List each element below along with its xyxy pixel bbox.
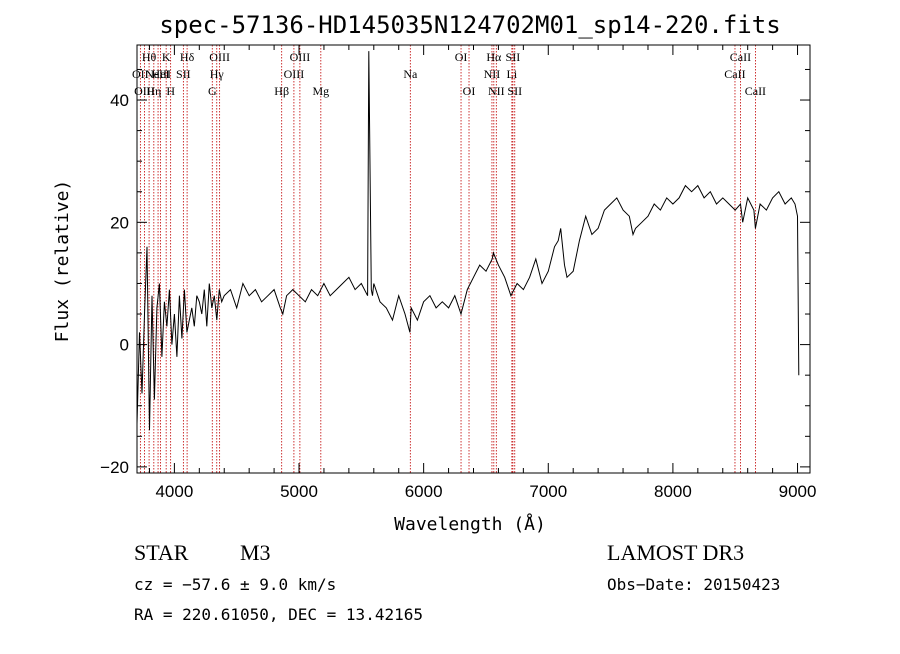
axis-ticks xyxy=(137,45,810,473)
emission-line-label: Hθ xyxy=(142,50,157,64)
emission-line-label: SII xyxy=(506,50,521,64)
emission-line-label: OI xyxy=(463,84,476,98)
emission-line-label: Hγ xyxy=(210,67,225,81)
redshift-velocity: cz = −57.6 ± 9.0 km/s xyxy=(134,575,336,594)
y-tick-label: −20 xyxy=(100,458,129,477)
x-tick-label: 4000 xyxy=(155,482,193,501)
emission-line-label: CaII xyxy=(724,67,745,81)
emission-line-label: H xyxy=(166,84,175,98)
emission-line-label: HeI xyxy=(152,67,170,81)
emission-line-label: OIII xyxy=(284,67,305,81)
x-tick-label: 7000 xyxy=(529,482,567,501)
observation-date: Obs−Date: 20150423 xyxy=(607,575,780,594)
emission-line-label: SII xyxy=(507,84,522,98)
y-tick-label: 40 xyxy=(110,91,129,110)
emission-line-label: Hα xyxy=(486,50,502,64)
axis-tick-labels: 4000 5000 6000 7000 8000 9000 −20 0 20 40 xyxy=(100,91,816,501)
emission-line-label: OIII xyxy=(134,84,155,98)
object-type: STAR xyxy=(134,540,189,565)
x-tick-label: 8000 xyxy=(654,482,692,501)
emission-line-label: SII xyxy=(176,67,191,81)
x-tick-label: 6000 xyxy=(405,482,443,501)
sky-coordinates: RA = 220.61050, DEC = 13.42165 xyxy=(134,605,423,624)
chart-title: spec-57136-HD145035N124702M01_sp14-220.f… xyxy=(159,11,780,39)
emission-line-label: CaII xyxy=(730,50,751,64)
x-tick-label: 9000 xyxy=(779,482,817,501)
emission-line-labels: OIIOIIIHθHηNeIIIHeIKHSIIHδGHγOIIIHβOIIIO… xyxy=(132,50,766,98)
emission-line-label: OIII xyxy=(290,50,311,64)
emission-line-label: NII xyxy=(484,67,501,81)
y-tick-label: 0 xyxy=(120,336,129,355)
x-axis-label: Wavelength (Å) xyxy=(394,513,546,535)
emission-line-label: Hη xyxy=(146,84,161,98)
emission-line-label: Hδ xyxy=(180,50,195,64)
emission-line-label: OIII xyxy=(209,50,230,64)
y-tick-label: 20 xyxy=(110,213,129,232)
x-tick-label: 5000 xyxy=(280,482,318,501)
y-axis-label: Flux (relative) xyxy=(52,180,73,343)
spectrum-line xyxy=(136,51,800,431)
emission-line-label: CaII xyxy=(745,84,766,98)
emission-line-label: Hβ xyxy=(274,84,289,98)
emission-line-markers xyxy=(139,45,756,473)
emission-line-label: NeIII xyxy=(145,67,171,81)
emission-line-label: G xyxy=(208,84,217,98)
plot-frame xyxy=(136,44,811,474)
emission-line-label: NII xyxy=(488,84,505,98)
emission-line-label: Li xyxy=(507,67,518,81)
emission-line-label: OII xyxy=(132,67,149,81)
emission-line-label: K xyxy=(162,50,171,64)
survey-name: LAMOST DR3 xyxy=(607,540,744,565)
emission-line-label: OI xyxy=(455,50,468,64)
emission-line-label: Na xyxy=(403,67,418,81)
emission-line-label: Mg xyxy=(312,84,329,98)
spectral-subclass: M3 xyxy=(240,540,271,565)
